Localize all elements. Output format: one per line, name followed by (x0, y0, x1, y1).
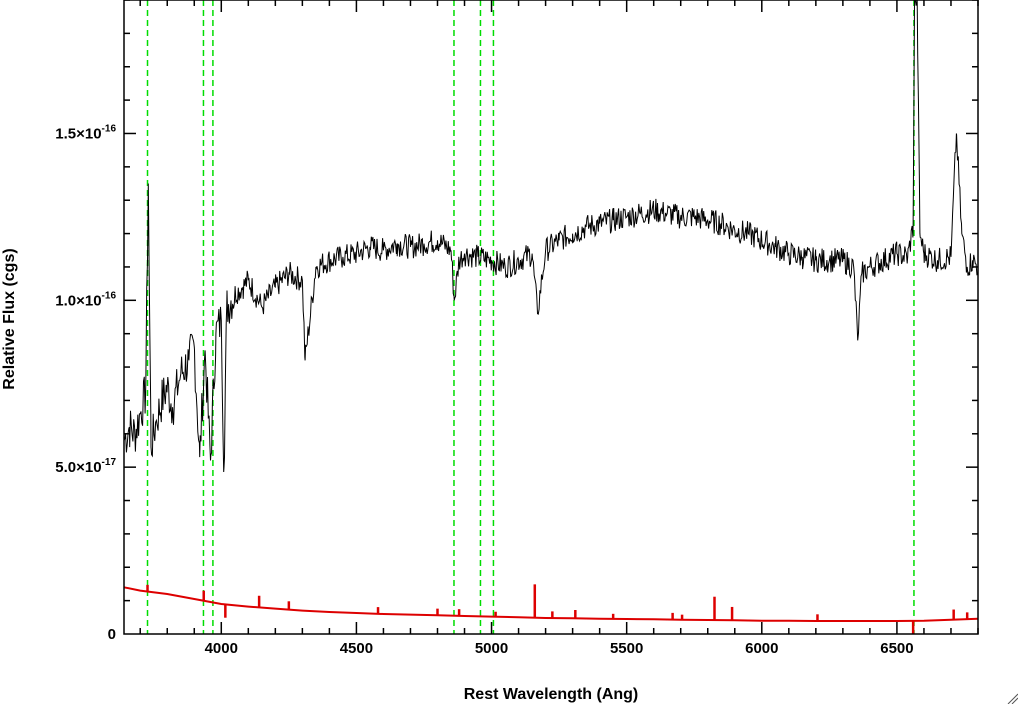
y-tick-mantissa: 0 (108, 626, 116, 643)
x-tick-label-1: 4500 (340, 640, 373, 657)
plot-frame (123, 0, 979, 635)
y-tick-label-group: 05.0×10-171.0×10-161.5×10-16 (55, 123, 116, 643)
x-tick-label-4: 6000 (745, 640, 778, 657)
y-tick-label-3: 1.5×10-16 (55, 123, 116, 142)
y-tick-label-2: 1.0×10-16 (55, 290, 116, 309)
emission-spike-group (146, 584, 969, 634)
x-tick-label-group: 4000 4500 5000 5500 6000 6500 (205, 640, 914, 657)
series-line-1 (123, 586, 979, 622)
y-tick-mantissa: 5.0×10 (55, 459, 101, 476)
y-tick-label-0: 0 (108, 626, 116, 643)
y-tick-label-1: 5.0×10-17 (55, 457, 116, 476)
y-tick-mantissa: 1.5×10 (55, 125, 101, 142)
resize-grip-icon[interactable] (1006, 692, 1018, 704)
x-tick-label-3: 5500 (610, 640, 643, 657)
y-tick-exponent: -16 (102, 290, 117, 301)
x-tick-label-0: 4000 (205, 640, 238, 657)
reference-line-group (146, 0, 915, 634)
y-tick-exponent: -16 (102, 123, 117, 134)
x-tick-label-2: 5000 (475, 640, 508, 657)
series-line-0 (123, 0, 979, 473)
tick-mark-group (124, 0, 979, 634)
y-axis-label: Relative Flux (cgs) (1, 248, 18, 389)
x-axis-label: Rest Wavelength (Ang) (464, 686, 639, 703)
series-group (123, 0, 979, 622)
y-tick-mantissa: 1.0×10 (55, 292, 101, 309)
x-tick-label-5: 6500 (880, 640, 913, 657)
y-tick-exponent: -17 (102, 457, 117, 468)
